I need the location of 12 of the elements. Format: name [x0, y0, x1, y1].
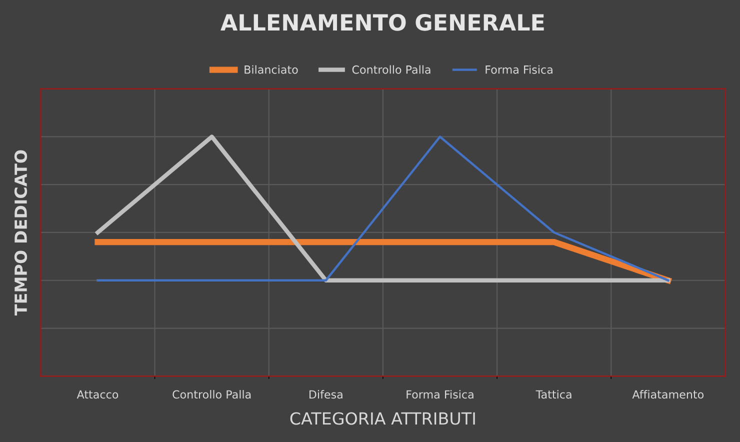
legend-label: Bilanciato	[244, 65, 298, 74]
x-tick-label: Forma Fisica	[406, 390, 474, 399]
legend-label: Forma Fisica	[486, 65, 552, 74]
x-tick-label: Controllo Palla	[172, 390, 251, 399]
legend-label: Controllo Palla	[352, 65, 430, 74]
x-tick-label: Tattica	[536, 390, 572, 399]
x-axis-title: CATEGORIA ATTRIBUTI	[290, 412, 475, 425]
x-tick-label: Difesa	[310, 390, 342, 399]
y-axis-title: TEMPO DEDICATO	[14, 150, 28, 316]
chart-title: ALLENAMENTO GENERALE	[220, 14, 544, 31]
x-tick-label: Affiatamento	[632, 390, 704, 399]
x-tick-label: Attacco	[76, 390, 118, 399]
